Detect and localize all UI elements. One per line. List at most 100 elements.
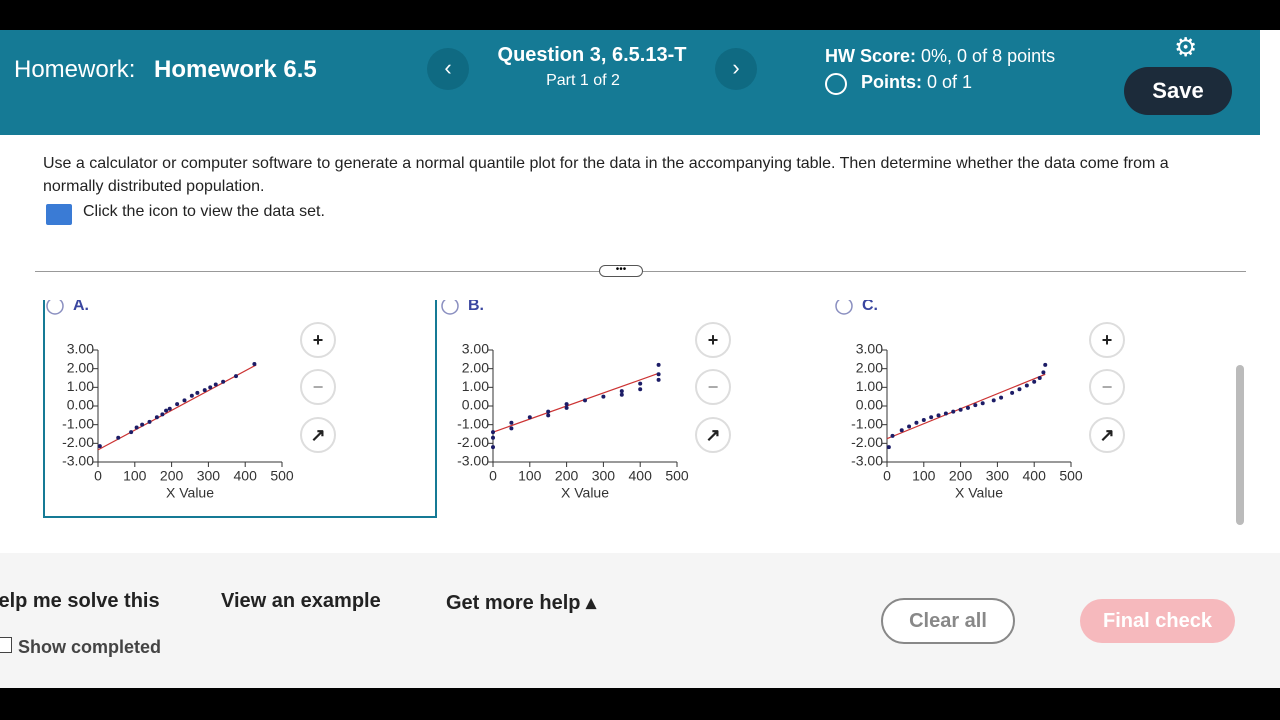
x-tick-label: 0	[883, 468, 891, 484]
y-tick-label: 0.00	[856, 397, 883, 413]
resize-handle[interactable]: •••	[599, 265, 643, 277]
options-area: A. 3.00 2.00 1.00 0.00 -1.00 -2.00 -3.00 0 100 200…	[0, 300, 1250, 550]
zoom-in-button[interactable]	[694, 322, 731, 358]
y-tick-label: -3.00	[457, 453, 489, 469]
data-point	[921, 418, 926, 422]
data-point	[167, 406, 172, 411]
y-tick-label: 1.00	[67, 378, 94, 394]
score-label: HW Score:	[825, 46, 917, 66]
y-tick-label: -2.00	[457, 434, 489, 450]
x-tick-label: 100	[123, 468, 147, 484]
score-value: 0%, 0 of 8 points	[921, 46, 1056, 66]
data-point	[234, 374, 238, 379]
header-title: Homework 6.5	[154, 56, 317, 83]
data-point	[208, 385, 213, 390]
data-point	[1043, 362, 1048, 367]
data-point	[965, 405, 970, 410]
zoom-in-button[interactable]	[300, 322, 336, 358]
y-tick-label: -1.00	[851, 415, 883, 431]
x-tick-label: 0	[489, 468, 497, 484]
y-tick-label: -1.00	[457, 415, 489, 431]
data-point	[999, 395, 1004, 400]
clear-button[interactable]: Clear all	[881, 598, 1015, 644]
data-point	[1010, 390, 1015, 395]
data-point	[252, 362, 257, 366]
option-0[interactable]: A. 3.00 2.00 1.00 0.00 -1.00 -2.00 -3.000 100 200…	[43, 300, 438, 550]
data-point	[899, 428, 904, 433]
data-point	[160, 412, 165, 417]
option-label: A.	[73, 300, 89, 314]
header: Homework: Homework 6.5 ‹ Question 3, 6.5…	[0, 30, 1260, 135]
y-tick-label: -2.00	[62, 434, 94, 450]
x-tick-label: 500	[270, 468, 294, 484]
save-button[interactable]: Save	[1124, 67, 1232, 115]
data-point	[154, 415, 159, 420]
help-link[interactable]: Help me solve this	[0, 590, 160, 612]
y-tick-label: -3.00	[851, 453, 883, 469]
zoom-in-icon: +	[1102, 330, 1113, 350]
data-point	[490, 445, 495, 450]
settings-icon[interactable]: ⚙	[1174, 32, 1198, 62]
data-point	[97, 444, 102, 449]
zoom-in-icon: +	[707, 330, 718, 350]
x-tick-label: 100	[518, 468, 542, 484]
prev-button[interactable]: ‹	[427, 48, 469, 90]
data-point	[213, 382, 218, 387]
radio	[835, 300, 853, 315]
data-point	[508, 426, 513, 431]
zoom-out-button[interactable]	[300, 369, 336, 405]
option-1[interactable]: B. 3.00 2.00 1.00 0.00 -1.00 -2.00 -3.000 100 200…	[438, 300, 833, 550]
data-point	[886, 445, 891, 450]
x-tick-label: 300	[986, 468, 1010, 484]
data-point	[189, 393, 194, 398]
data-point	[1017, 387, 1022, 392]
y-tick-label: 1.00	[856, 378, 883, 394]
data-point	[182, 398, 187, 403]
y-tick-label: -2.00	[851, 434, 883, 450]
open-window-button[interactable]	[300, 417, 336, 453]
zoom-out-button[interactable]	[1089, 369, 1125, 405]
next-button[interactable]: ›	[715, 48, 757, 90]
final-check-button[interactable]: Final check	[1080, 599, 1235, 643]
x-axis-label: X Value	[955, 485, 1003, 501]
y-tick-label: 3.00	[461, 341, 488, 357]
open-window-button[interactable]	[694, 417, 731, 453]
table-icon[interactable]	[46, 204, 72, 225]
y-tick-label: 3.00	[856, 341, 883, 357]
header-label: Homework:	[14, 56, 136, 83]
data-point	[490, 430, 495, 435]
data-point	[202, 388, 207, 393]
data-point	[656, 362, 661, 367]
zoom-in-button[interactable]	[1089, 322, 1125, 358]
data-link[interactable]: Click the icon to view the data set.	[83, 203, 325, 220]
checkbox[interactable]	[0, 637, 12, 653]
data-point	[907, 424, 912, 429]
x-tick-label: 100	[912, 468, 936, 484]
open-window-icon: ↗	[705, 425, 720, 445]
x-tick-label: 200	[949, 468, 973, 484]
radio	[440, 300, 459, 315]
more-help-link[interactable]: Get more help ▴	[446, 592, 597, 614]
zoom-out-icon: −	[313, 377, 324, 397]
hw-score: HW Score: 0%, 0 of 8 points	[825, 46, 1055, 67]
question-part: Part 1 of 2	[546, 72, 620, 89]
data-point	[943, 411, 948, 416]
data-point	[980, 401, 985, 406]
zoom-out-button[interactable]	[694, 369, 731, 405]
x-tick-label: 400	[628, 468, 652, 484]
more-help-text: Get more help	[446, 592, 581, 614]
data-point	[134, 425, 139, 430]
data-point	[545, 409, 550, 414]
example-link[interactable]: View an example	[221, 590, 381, 612]
option-2[interactable]: C. 3.00 2.00 1.00 0.00 -1.00 -2.00 -3.000 100 200…	[832, 300, 1227, 550]
data-point	[508, 420, 513, 425]
data-point	[656, 377, 661, 382]
data-point	[564, 405, 569, 410]
fit-line	[97, 364, 257, 451]
data-point	[564, 402, 569, 407]
option-label: C.	[862, 300, 878, 314]
open-window-button[interactable]	[1089, 417, 1125, 453]
data-point	[951, 409, 956, 414]
y-tick-label: -3.00	[62, 453, 94, 469]
